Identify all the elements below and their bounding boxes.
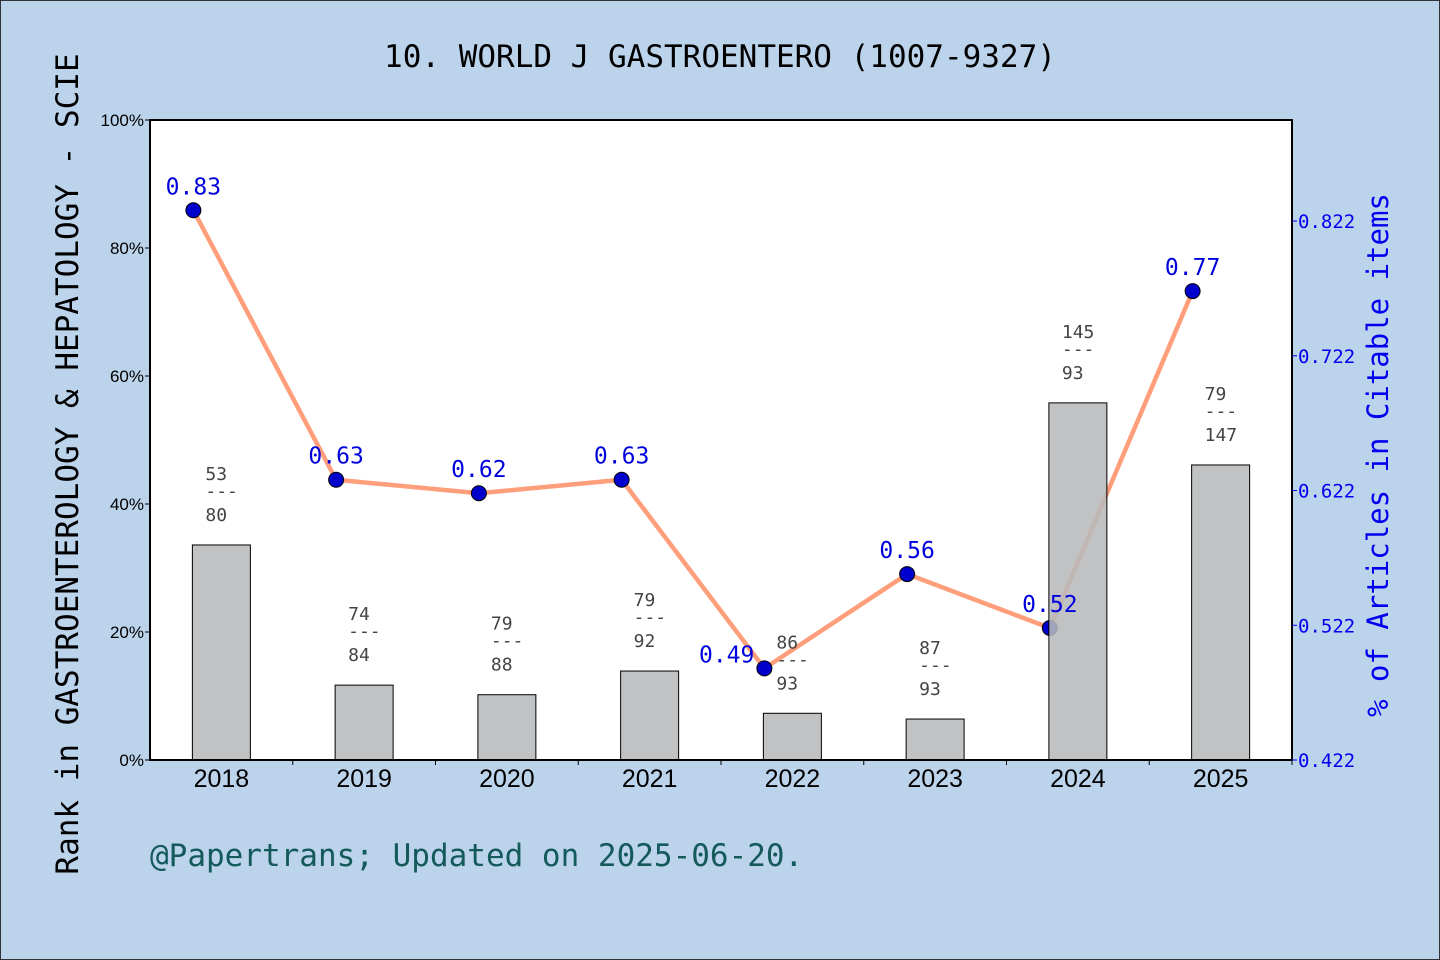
bar-label-rank: 145 [1062, 322, 1095, 343]
bar-label-rank: 53 [205, 464, 227, 485]
line-marker [613, 471, 630, 488]
bar-label-total: 88 [491, 655, 513, 676]
line-value-label: 0.63 [308, 444, 363, 470]
bar-label-divider: --- [1205, 401, 1238, 422]
left-tick-label: 0% [119, 751, 144, 770]
series-line [191, 209, 1195, 672]
bar [334, 684, 394, 761]
bar [762, 712, 822, 761]
x-tick-label: 2020 [479, 765, 535, 793]
plot-border [149, 119, 1293, 761]
bar-label-divider: --- [919, 655, 952, 676]
left-tick-label: 40% [110, 495, 144, 514]
left-tick-label: 60% [110, 367, 144, 386]
x-tick-label: 2022 [765, 765, 821, 793]
right-tick-label: 0.722 [1298, 346, 1355, 368]
bar-label-total: 147 [1205, 425, 1238, 446]
bar-label-total: 93 [919, 679, 941, 700]
x-tick-label: 2019 [336, 765, 392, 793]
bar-label-total: 93 [1062, 363, 1084, 384]
left-axis-label: Rank in GASTROENTEROLOGY & HEPATOLOGY - … [50, 53, 86, 874]
line-marker [899, 566, 916, 583]
bar [477, 694, 537, 761]
chart-title: 10. WORLD J GASTROENTERO (1007-9327) [384, 39, 1056, 75]
left-tick-label: 100% [101, 111, 144, 130]
line-value-label: 0.63 [594, 444, 649, 470]
bar [191, 544, 251, 761]
line-marker [1184, 283, 1201, 300]
left-tick-label: 80% [110, 239, 144, 258]
line-marker [328, 471, 345, 488]
bar-label-rank: 79 [1205, 384, 1227, 405]
x-tick-label: 2024 [1050, 765, 1106, 793]
line-value-label: 0.56 [879, 538, 934, 564]
bar [905, 718, 965, 761]
line-value-label: 0.52 [1022, 592, 1077, 618]
line-marker [185, 202, 202, 219]
bar [620, 670, 680, 761]
x-tick-label: 2025 [1193, 765, 1249, 793]
bar-label-divider: --- [776, 649, 809, 670]
bar-label-rank: 79 [634, 590, 656, 611]
line-marker [470, 485, 487, 502]
line-marker [756, 660, 773, 677]
bar-label-total: 93 [776, 673, 798, 694]
footer-note: @Papertrans; Updated on 2025-06-20. [150, 838, 803, 874]
line-value-label: 0.83 [166, 174, 221, 200]
right-tick-label: 0.622 [1298, 481, 1355, 503]
bar-label-rank: 87 [919, 638, 941, 659]
x-tick-label: 2018 [194, 765, 250, 793]
bar-label-divider: --- [1062, 339, 1095, 360]
bar [1191, 464, 1251, 761]
right-axis-label: % of Articles in Citable items [1361, 193, 1395, 717]
right-tick-label: 0.822 [1298, 211, 1355, 233]
line-value-label: 0.77 [1165, 255, 1220, 281]
right-tick-label: 0.422 [1298, 750, 1355, 772]
bar-label-divider: --- [491, 631, 524, 652]
x-tick-label: 2023 [907, 765, 963, 793]
x-tick-label: 2021 [622, 765, 678, 793]
bar-label-total: 92 [634, 631, 656, 652]
left-tick-label: 20% [110, 623, 144, 642]
bar-label-rank: 79 [491, 614, 513, 635]
bar-label-divider: --- [205, 481, 238, 502]
bar-label-rank: 86 [776, 632, 798, 653]
bar-label-rank: 74 [348, 604, 370, 625]
line-value-label: 0.62 [451, 457, 506, 483]
bar-label-total: 84 [348, 645, 370, 666]
right-tick-label: 0.522 [1298, 615, 1355, 637]
bar-label-divider: --- [348, 621, 381, 642]
line-value-label: 0.49 [699, 642, 754, 668]
bar-label-divider: --- [634, 607, 667, 628]
bar [1048, 402, 1108, 761]
bar-label-total: 80 [205, 505, 227, 526]
